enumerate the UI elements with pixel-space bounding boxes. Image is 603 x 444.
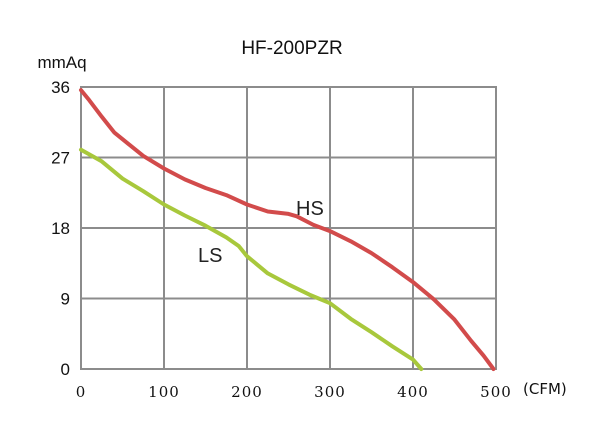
x-tick-label: 400 [397, 383, 429, 401]
series-line-ls [79, 147, 424, 371]
y-tick-label: 36 [51, 78, 70, 97]
chart-title: HF-200PZR [241, 38, 342, 59]
series-labels: HS LS [198, 198, 324, 267]
series-line-hs [79, 88, 496, 371]
series-label-ls: LS [198, 245, 222, 267]
x-tick-label: 200 [231, 383, 263, 401]
y-axis-label: mmAq [37, 53, 86, 72]
series-lines [79, 88, 496, 371]
x-tick-label: 500 [480, 383, 512, 401]
x-tick-label: 300 [314, 383, 346, 401]
x-axis-unit: (CFM) [523, 380, 567, 398]
y-tick-label: 9 [61, 290, 70, 309]
y-tick-label: 27 [51, 149, 70, 168]
axis-ticks: 0 100 200 300 400 500 36 27 18 9 0 [51, 78, 512, 401]
plot-frame [80, 86, 497, 370]
x-tick-label: 100 [148, 383, 180, 401]
y-tick-label: 18 [51, 219, 70, 238]
series-label-hs: HS [296, 198, 324, 220]
y-tick-label: 0 [61, 360, 70, 379]
x-tick-label: 0 [76, 383, 87, 401]
grid [80, 86, 497, 370]
